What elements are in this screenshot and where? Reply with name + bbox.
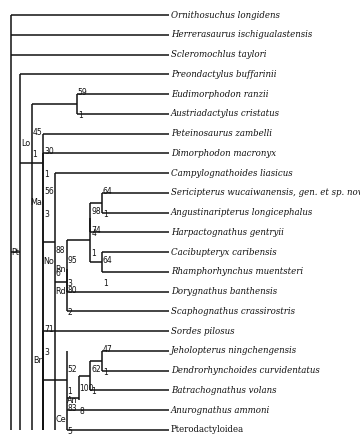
Text: 8: 8 (80, 407, 84, 416)
Text: 4: 4 (91, 230, 96, 239)
Text: 1: 1 (103, 210, 108, 218)
Text: 30: 30 (44, 147, 54, 156)
Text: Herrerasaurus ischigualastensis: Herrerasaurus ischigualastensis (171, 30, 312, 40)
Text: 3: 3 (44, 210, 49, 218)
Text: Preondactylus buffarinii: Preondactylus buffarinii (171, 70, 276, 79)
Text: 74: 74 (91, 227, 101, 235)
Text: 1: 1 (68, 387, 72, 396)
Text: 1: 1 (32, 150, 37, 159)
Text: 52: 52 (68, 364, 77, 373)
Text: No: No (43, 258, 54, 267)
Text: Lo: Lo (22, 139, 31, 148)
Text: Br: Br (33, 356, 42, 365)
Text: 47: 47 (103, 345, 113, 354)
Text: Rn: Rn (55, 265, 66, 274)
Text: 80: 80 (68, 286, 77, 295)
Text: Dorygnathus banthensis: Dorygnathus banthensis (171, 287, 277, 296)
Text: 59: 59 (78, 88, 87, 97)
Text: Scaphognathus crassirostris: Scaphognathus crassirostris (171, 307, 295, 316)
Text: 1: 1 (103, 368, 108, 376)
Text: Pterodactyloidea: Pterodactyloidea (171, 425, 244, 434)
Text: Sordes pilosus: Sordes pilosus (171, 327, 234, 336)
Text: 1: 1 (91, 249, 96, 258)
Text: Cacibupteryx caribensis: Cacibupteryx caribensis (171, 247, 276, 257)
Text: 3: 3 (68, 279, 72, 288)
Text: Sericipterus wucaiwanensis, gen. et sp. nov.: Sericipterus wucaiwanensis, gen. et sp. … (171, 188, 360, 198)
Text: Eudimorphodon ranzii: Eudimorphodon ranzii (171, 90, 268, 99)
Text: 71: 71 (44, 325, 54, 334)
Text: 1: 1 (44, 170, 49, 179)
Text: 62: 62 (91, 364, 101, 373)
Text: Campylognathoides liasicus: Campylognathoides liasicus (171, 169, 292, 178)
Text: Rhamphorhynchus muentsteri: Rhamphorhynchus muentsteri (171, 267, 303, 276)
Text: 2: 2 (68, 308, 72, 317)
Text: Dendrorhynchoides curvidentatus: Dendrorhynchoides curvidentatus (171, 366, 320, 375)
Text: Scleromochlus taylori: Scleromochlus taylori (171, 50, 266, 59)
Text: Angustinaripterus longicephalus: Angustinaripterus longicephalus (171, 208, 313, 217)
Text: Ce: Ce (55, 416, 66, 425)
Text: 6: 6 (56, 269, 61, 278)
Text: Ornithosuchus longidens: Ornithosuchus longidens (171, 11, 280, 20)
Text: Jeholopterus ningchengensis: Jeholopterus ningchengensis (171, 346, 297, 355)
Text: An: An (67, 396, 78, 405)
Text: 64: 64 (103, 256, 113, 265)
Text: Pt: Pt (11, 247, 19, 257)
Text: 98: 98 (91, 206, 101, 215)
Text: Rd: Rd (55, 287, 66, 296)
Text: 56: 56 (44, 187, 54, 196)
Text: 83: 83 (68, 404, 77, 413)
Text: Harpactognathus gentryii: Harpactognathus gentryii (171, 228, 284, 237)
Text: 3: 3 (44, 348, 49, 357)
Text: 1: 1 (103, 279, 108, 288)
Text: 88: 88 (56, 246, 66, 255)
Text: Peteinosaurus zambelli: Peteinosaurus zambelli (171, 129, 272, 138)
Text: 1: 1 (91, 387, 96, 396)
Text: 5: 5 (68, 427, 72, 436)
Text: 95: 95 (68, 256, 77, 265)
Text: Ma: Ma (31, 198, 42, 207)
Text: 1: 1 (78, 111, 82, 120)
Text: 100: 100 (80, 384, 94, 393)
Text: Batrachognathus volans: Batrachognathus volans (171, 386, 276, 395)
Text: 45: 45 (32, 128, 42, 137)
Text: Austriadactylus cristatus: Austriadactylus cristatus (171, 109, 280, 118)
Text: Dimorphodon macronyx: Dimorphodon macronyx (171, 149, 276, 158)
Text: 64: 64 (103, 187, 113, 196)
Text: Anurognathus ammoni: Anurognathus ammoni (171, 405, 270, 415)
